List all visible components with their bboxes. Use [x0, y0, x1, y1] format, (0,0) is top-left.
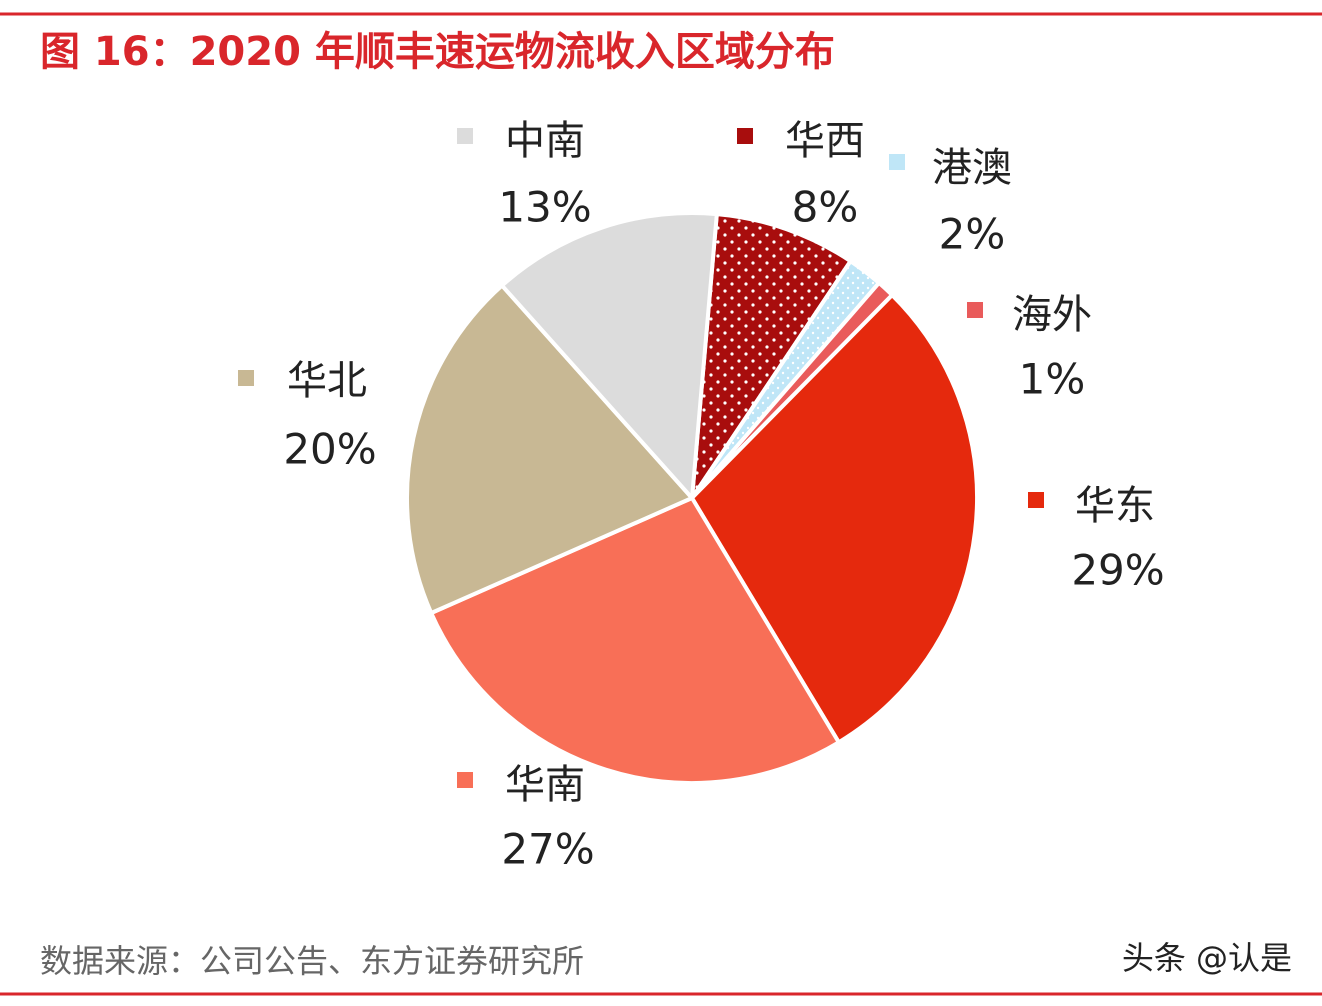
value-label: 1% [1019, 355, 1086, 404]
value-label: 2% [939, 210, 1006, 259]
legend-swatch [737, 128, 753, 144]
category-label: 海外 [1012, 292, 1092, 338]
source-note: 数据来源：公司公告、东方证券研究所 [40, 942, 584, 980]
pie-slice [690, 293, 979, 745]
pie-slice [405, 283, 694, 616]
value-label: 27% [501, 825, 594, 874]
legend-swatch [457, 772, 473, 788]
legend-swatch [1028, 492, 1044, 508]
value-label: 29% [1071, 546, 1164, 595]
value-label: 13% [498, 183, 591, 232]
pie-slice [690, 212, 853, 500]
chart-title: 图 16：2020 年顺丰速运物流收入区域分布 [40, 29, 835, 75]
pie-slice [500, 211, 719, 500]
category-label: 华南 [505, 762, 585, 808]
watermark: 头条 @认是 [1122, 939, 1292, 977]
legend-swatch [889, 154, 905, 170]
value-label: 20% [283, 425, 376, 474]
category-label: 华西 [785, 118, 865, 164]
legend-swatch [967, 302, 983, 318]
legend-swatch [457, 128, 473, 144]
category-label: 港澳 [932, 145, 1012, 191]
category-label: 华北 [287, 358, 367, 404]
value-label: 8% [792, 183, 859, 232]
category-label: 华东 [1075, 483, 1155, 529]
category-label: 中南 [505, 118, 585, 164]
legend-swatch [238, 370, 254, 386]
